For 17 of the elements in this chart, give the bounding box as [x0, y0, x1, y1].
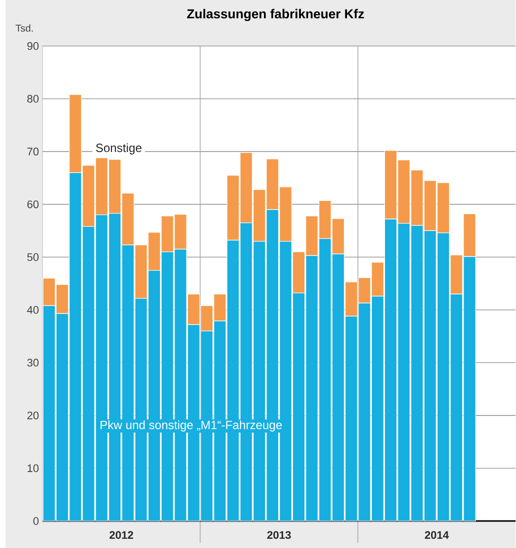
text: 2012 — [109, 531, 134, 539]
y-tick-label: 0 — [33, 517, 38, 525]
series-label: Pkw und sonstige „M1“-Fahrzeuge — [100, 420, 282, 432]
y-tick-label: 60 — [27, 200, 38, 208]
y-tick-label: 90 — [27, 42, 38, 50]
y-tick-label: 20 — [27, 412, 38, 420]
text: 2013 — [267, 531, 291, 539]
y-axis-title: Tsd. — [16, 24, 33, 32]
y-tick-label: 30 — [27, 358, 38, 367]
chart-title: Zulassungen fabrikneuer Kfz — [186, 8, 364, 22]
y-tick-label: 10 — [28, 464, 38, 472]
y-tick-label: 80 — [27, 94, 38, 103]
series-label: Sonstige — [96, 143, 142, 154]
y-tick-label: 70 — [27, 148, 38, 156]
y-tick-label: 50 — [27, 253, 38, 261]
y-tick-label: 40 — [26, 306, 38, 314]
text: 2014 — [424, 531, 449, 539]
